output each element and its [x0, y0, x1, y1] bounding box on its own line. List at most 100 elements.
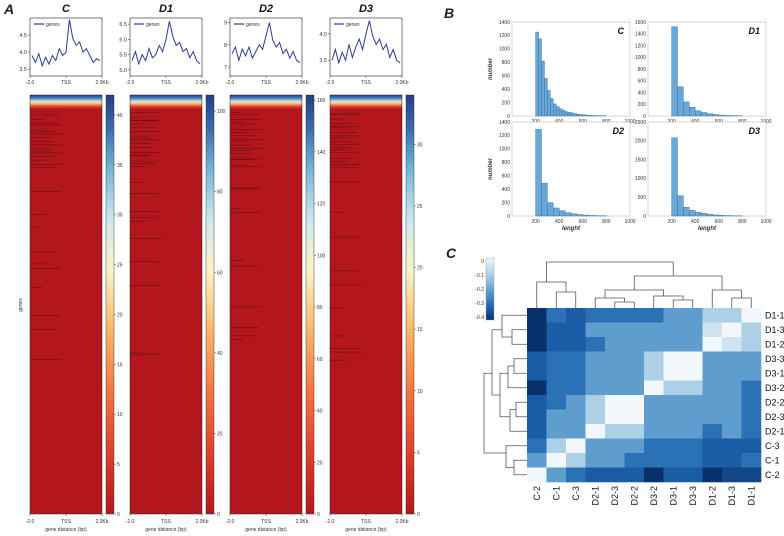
heatmap-cell: [624, 438, 645, 454]
heatmap-cell: [644, 453, 664, 468]
heatmap-cell: [702, 467, 723, 483]
hist-frame: [647, 121, 767, 217]
hist-ytick-label: 0: [507, 114, 510, 120]
heatmap-row-label: C-1: [765, 455, 780, 465]
hist-title: D2: [612, 126, 624, 136]
heatmap-col-label: D3-1: [668, 486, 678, 506]
hist-bar: [712, 214, 720, 217]
heatmap-cell: [644, 337, 664, 352]
profile-line: [131, 20, 201, 66]
hist-frame: [511, 121, 631, 217]
profile-xtick-label: -2.0: [326, 80, 335, 86]
heatmap-cell: [741, 424, 762, 439]
heatmap-row-label: D2-3: [765, 412, 784, 422]
heatmap-row-label: D1-2: [765, 339, 784, 349]
heatmap-cell: [566, 380, 586, 396]
heatmap-cell: [585, 395, 606, 410]
colorbar-tick-label: 15: [417, 327, 423, 333]
heatmap-cell: [624, 308, 645, 323]
panel-a-subplot-d2: D2 7 8 9 genes -2.0 TSS 2.0Kb -2.0 TSS 2.0Kb gene d…: [224, 3, 326, 533]
colorbar-tick-label: 35: [117, 163, 123, 169]
heatmap-col-label: D2-1: [590, 486, 600, 506]
heatmap-cell: [663, 409, 684, 425]
heatmap-cell: [624, 351, 645, 367]
heatmap-cell: [566, 467, 586, 483]
colorbar-tick-label: 20: [117, 312, 123, 318]
profile-ytick-label: 5.5: [119, 53, 127, 59]
profile-ytick-label: 6.5: [119, 22, 127, 28]
heatmap-cell: [546, 424, 567, 439]
hist-ytick-label: 1200: [635, 43, 646, 49]
panel-a-subplot-c: C 3.5 4.0 4.5 genes -2.0 TSS 2.0Kb -2.0 TSS 2.0Kb g…: [19, 3, 122, 533]
heatmap-cell: [624, 395, 645, 410]
hist-bar: [671, 26, 678, 117]
heatmap-cell: [624, 424, 645, 439]
heatmap-xtick-label: -2.0: [326, 519, 335, 525]
profile-ytick-label: 5.0: [119, 68, 127, 74]
hist-ytick-label: 200: [502, 100, 511, 106]
heatmap-cell: [566, 351, 586, 367]
hist-xtick-label: 400: [555, 219, 564, 225]
heatmap-cell: [605, 322, 625, 338]
panel-b-subplot-d1: 0200400600800100012001400160020040060080…: [635, 20, 772, 125]
heatmap-cell: [585, 438, 606, 454]
heatmap-cell: [663, 438, 684, 454]
colorbar-tick-label: 15: [117, 362, 123, 368]
colorbar-tick-label: 5: [417, 450, 420, 456]
heatmap-body: [230, 95, 302, 514]
heatmap-xtick-label: -2.0: [226, 519, 235, 525]
colorbar-tick-label: 60: [317, 357, 323, 363]
colorbar-tick-label: 5: [117, 462, 120, 468]
heatmap-cell: [546, 351, 567, 367]
dendrogram-branch: [513, 358, 527, 374]
dendrogram-branch: [511, 329, 527, 345]
profile-ytick-label: 4.0: [319, 32, 327, 38]
heatmap-xlabel: gene distance (bp): [345, 527, 387, 533]
row-dendrogram: [483, 314, 527, 476]
heatmap-cell: [663, 322, 684, 338]
hist-bar: [576, 214, 584, 217]
hist-ytick-label: 800: [638, 67, 647, 73]
colorbar: [305, 94, 315, 515]
heatmap-col-label: D1-1: [746, 486, 756, 506]
heatmap-cell: [702, 438, 723, 454]
heatmap-cell: [702, 409, 723, 425]
legend-label: genes: [246, 22, 260, 28]
heatmap-cell: [741, 438, 762, 454]
heatmap-cell: [585, 380, 606, 396]
hist-bar: [547, 202, 554, 217]
colorbar-tick-label: 160: [317, 98, 326, 104]
heatmap-cell: [702, 453, 723, 468]
colorbar: [405, 94, 415, 515]
hist-bar: [706, 113, 714, 117]
hist-ytick-label: 600: [502, 174, 511, 180]
heatmap-cell: [624, 409, 645, 425]
profile-frame: [129, 17, 203, 77]
hist-title: C: [618, 26, 625, 36]
colorbar-tick-label: 30: [117, 213, 123, 219]
hist-ytick-label: 1400: [499, 20, 510, 26]
heatmap-top-band: [330, 95, 402, 109]
hist-ytick-label: 400: [502, 187, 511, 193]
hist-ytick-label: 500: [638, 195, 647, 201]
colorbar-tick-label: 30: [417, 142, 423, 148]
heatmap-cell: [546, 395, 567, 410]
dendrogram-branch: [594, 297, 625, 308]
heatmap-cell: [644, 438, 664, 454]
hist-bar: [671, 137, 678, 217]
heatmap-row-label: D1-3: [765, 325, 784, 335]
heatmap-body: [330, 95, 402, 514]
profile-xtick-label: 2.0Kb: [195, 80, 208, 86]
hist-xtick-label: 600: [579, 219, 588, 225]
hist-bar: [538, 38, 542, 117]
heatmap-body: [130, 95, 202, 514]
heatmap-cell: [683, 409, 703, 425]
heatmap-cell: [624, 380, 645, 396]
heatmap-xtick-label: -2.0: [26, 519, 35, 525]
hist-title: D3: [748, 126, 760, 136]
dendrogram-branch: [653, 295, 684, 308]
heatmap-cell: [683, 395, 703, 410]
heatmap-cell: [644, 380, 664, 396]
profile-xtick-label: -2.0: [26, 80, 35, 86]
hist-bar: [559, 108, 563, 117]
